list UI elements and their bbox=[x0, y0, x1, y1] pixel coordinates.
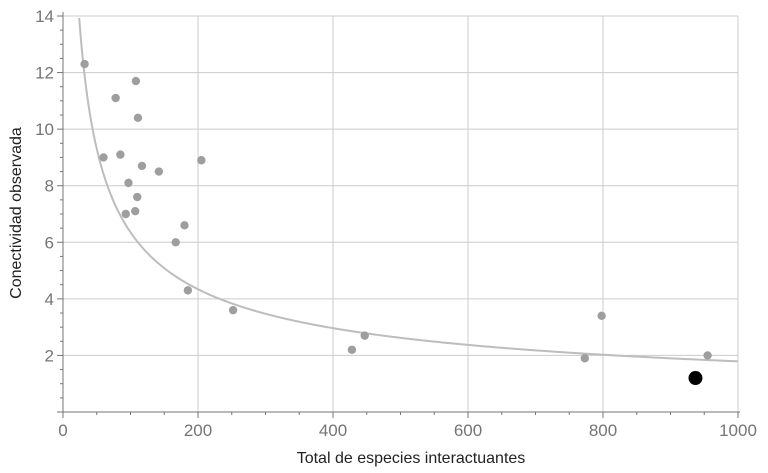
y-tick-label: 6 bbox=[45, 233, 54, 252]
y-axis-title: Conectividad observada bbox=[8, 127, 25, 299]
tick-labels: 2 4 6 8 10 12 14 0 200 400 600 800 1000 bbox=[35, 7, 757, 440]
y-tick-label: 4 bbox=[45, 290, 54, 309]
data-point bbox=[116, 150, 125, 159]
data-point bbox=[131, 76, 141, 86]
data-point bbox=[133, 192, 142, 202]
data-point bbox=[228, 305, 238, 315]
grid-lines bbox=[63, 15, 739, 412]
y-tick-label: 12 bbox=[35, 64, 54, 83]
data-point bbox=[111, 93, 120, 103]
data-point bbox=[703, 351, 712, 360]
data-point bbox=[80, 59, 89, 69]
highlight-point bbox=[688, 371, 703, 386]
data-point bbox=[131, 206, 140, 216]
data-point bbox=[180, 221, 189, 230]
x-tick-label: 0 bbox=[58, 421, 67, 440]
x-axis-title: Total de especies interactuantes bbox=[297, 450, 526, 467]
y-tick-label: 2 bbox=[45, 346, 54, 365]
axes bbox=[57, 12, 740, 418]
data-point bbox=[360, 331, 369, 340]
x-tick-label: 800 bbox=[589, 421, 617, 440]
fit-curve bbox=[78, 17, 739, 363]
data-point bbox=[580, 354, 589, 363]
data-point bbox=[197, 156, 206, 165]
x-tick-label: 400 bbox=[319, 421, 347, 440]
data-points bbox=[80, 59, 712, 386]
x-tick-label: 200 bbox=[184, 421, 212, 440]
y-tick-label: 14 bbox=[35, 7, 54, 26]
data-point bbox=[124, 178, 133, 188]
data-point bbox=[137, 161, 147, 171]
x-tick-label: 1000 bbox=[719, 421, 757, 440]
data-point bbox=[133, 113, 143, 123]
data-point bbox=[347, 345, 357, 354]
data-point bbox=[121, 209, 130, 219]
y-tick-label: 10 bbox=[35, 120, 54, 139]
data-point bbox=[154, 167, 164, 176]
data-point bbox=[171, 238, 180, 247]
y-tick-label: 8 bbox=[45, 177, 54, 196]
x-tick-label: 600 bbox=[454, 421, 482, 440]
data-point bbox=[183, 286, 193, 295]
data-point bbox=[99, 153, 108, 162]
data-point bbox=[597, 311, 606, 321]
